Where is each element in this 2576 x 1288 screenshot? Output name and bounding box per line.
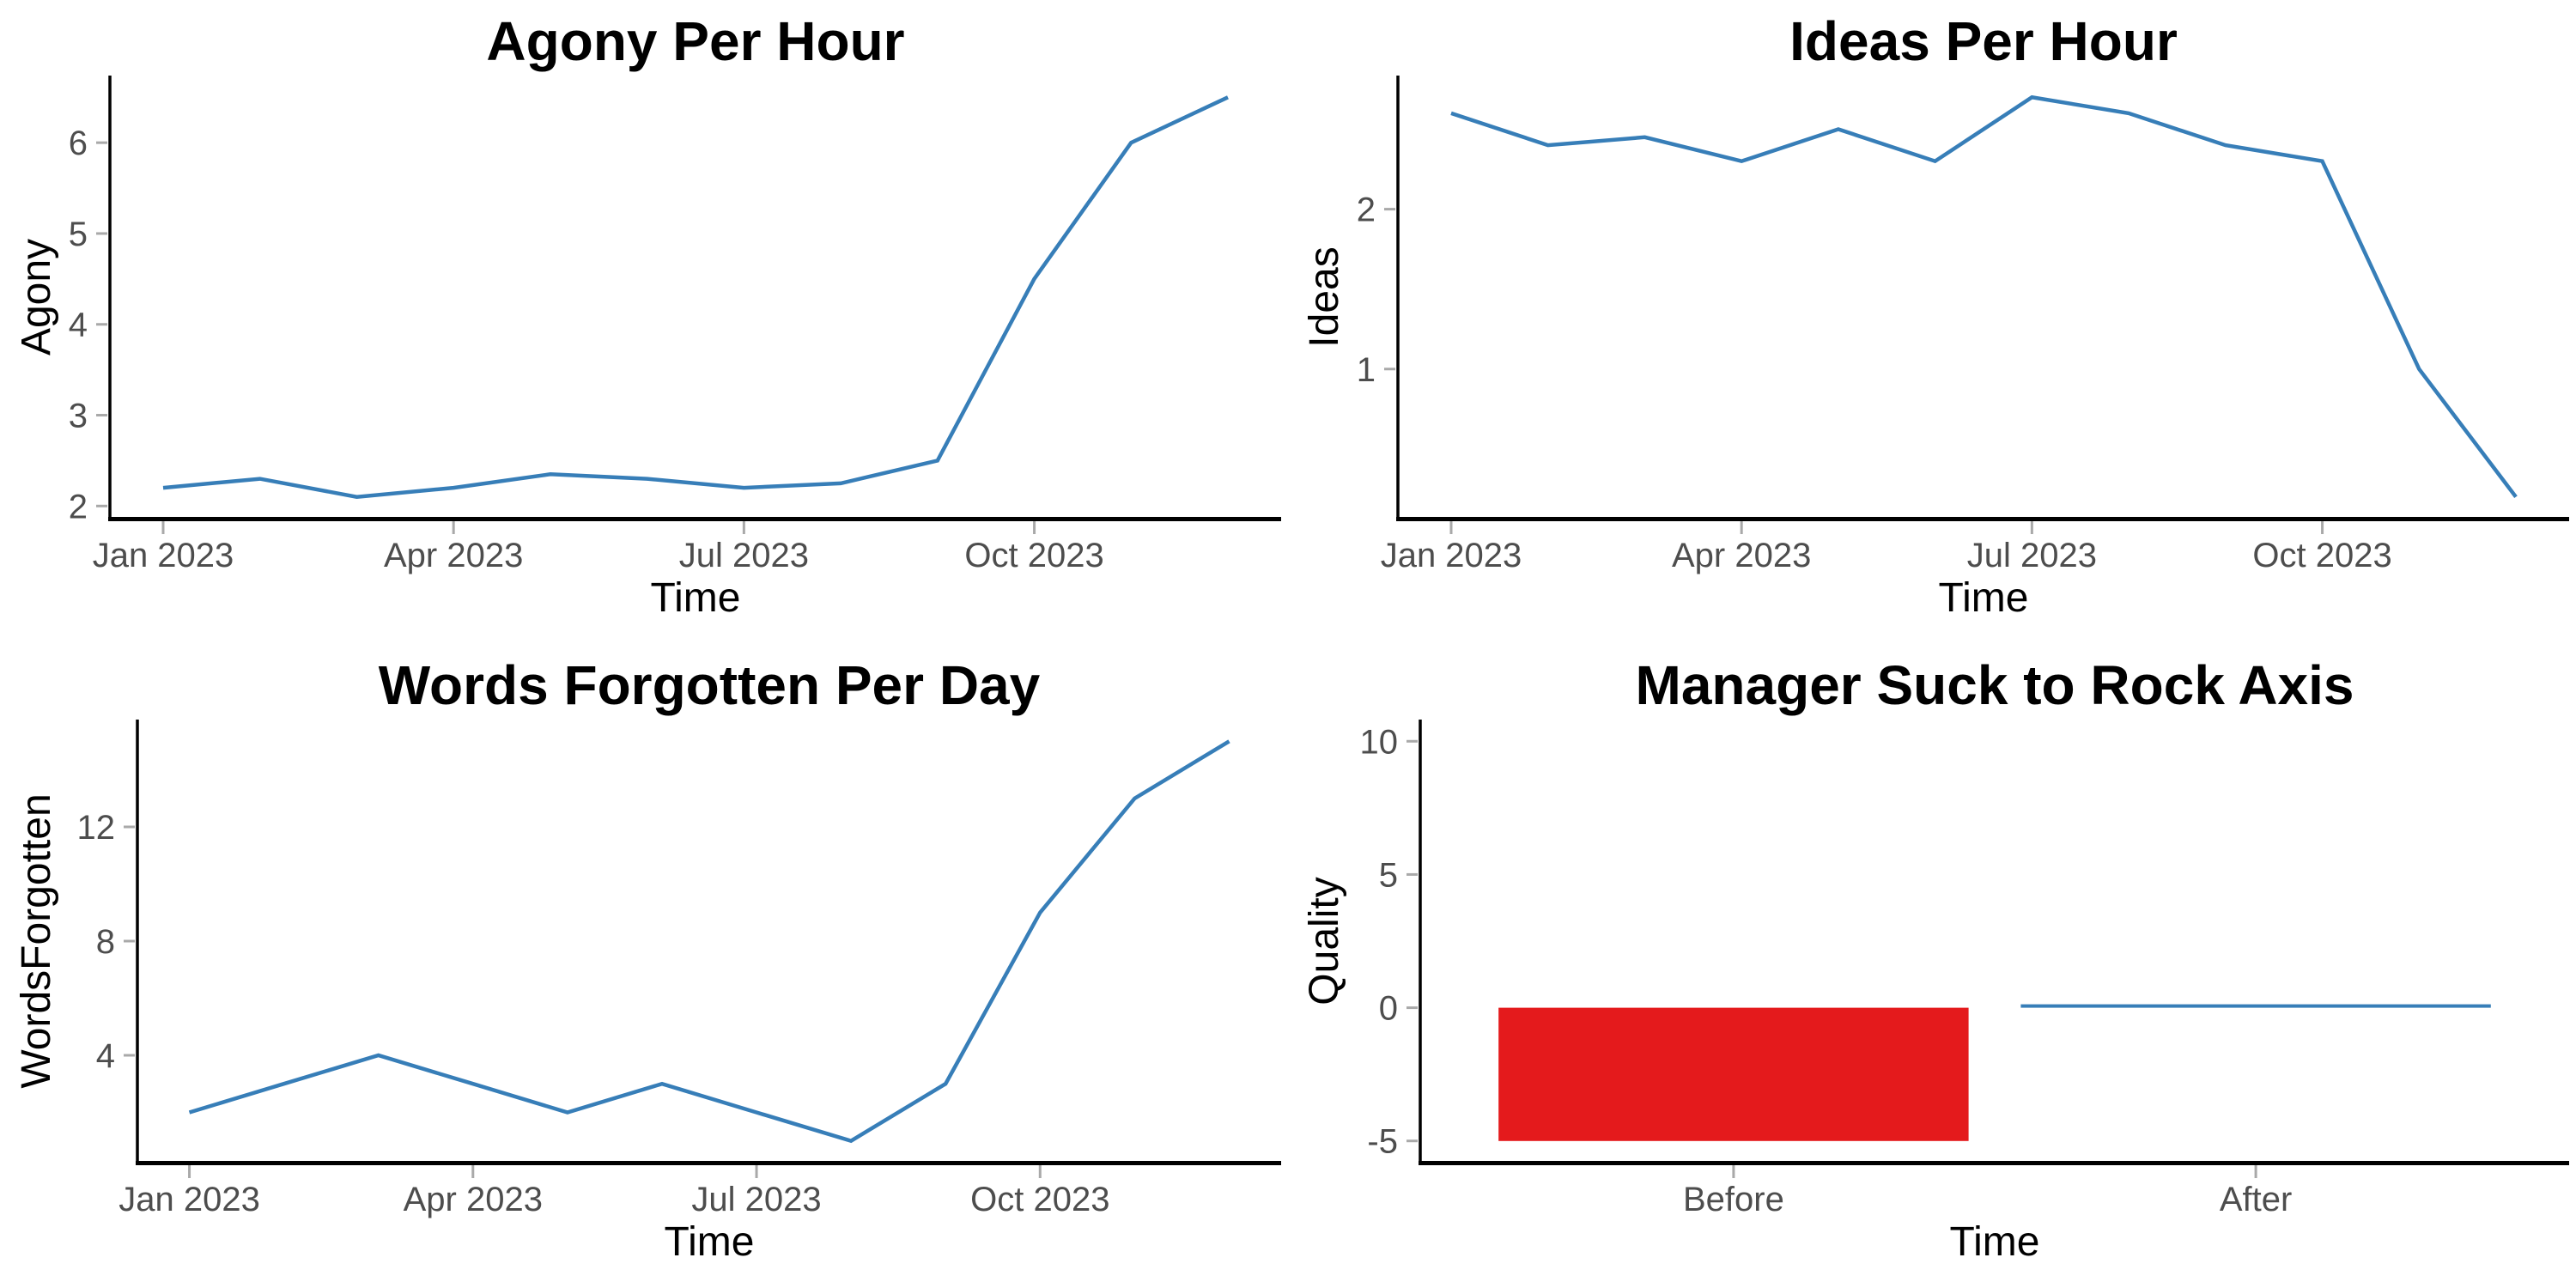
chart-canvas-quality: Manager Suck to Rock Axis -5 0 5 10 Before Af…: [1302, 654, 2569, 1265]
x-axis-label: Time: [665, 1219, 755, 1265]
y-tick-label: 6: [69, 125, 88, 162]
panel-manager-suck-to-rock-axis: Manager Suck to Rock Axis -5 0 5 10 Before Af…: [1288, 644, 2576, 1288]
x-tick-label: Jul 2023: [691, 1181, 821, 1218]
y-axis-label: Ideas: [1302, 246, 1347, 347]
chart-canvas-words-forgotten: Words Forgotten Per Day 4 8 12 Jan 2023 Apr …: [14, 654, 1281, 1265]
y-tick-label: 4: [96, 1037, 115, 1075]
chart-title: Words Forgotten Per Day: [379, 654, 1041, 716]
panel-ideas-per-hour: Ideas Per Hour 1 2 Jan 2023 Apr 2023 Jul 202…: [1288, 0, 2576, 644]
y-axis-label: WordsForgotten: [14, 793, 59, 1088]
y-tick-label: -5: [1367, 1123, 1398, 1161]
y-tick-label: 5: [69, 216, 88, 253]
y-tick-label: 10: [1360, 723, 1399, 761]
x-tick-label: Jan 2023: [118, 1181, 260, 1218]
chart-title: Manager Suck to Rock Axis: [1636, 654, 2354, 716]
y-tick-label: 5: [1379, 856, 1398, 894]
chart-canvas-agony: Agony Per Hour 2 3 4 5 6 Jan 2023 Apr 2023 Jul …: [14, 10, 1281, 621]
y-tick-label: 3: [69, 398, 88, 435]
x-axis-label: Time: [1950, 1219, 2040, 1265]
y-axis-label: Quality: [1302, 877, 1347, 1005]
y-tick-label: 2: [69, 488, 88, 526]
chart-canvas-ideas: Ideas Per Hour 1 2 Jan 2023 Apr 2023 Jul 202…: [1302, 10, 2569, 621]
axes-layer: 4 8 12 Jan 2023 Apr 2023 Jul 2023 Oct 2023: [77, 720, 1281, 1218]
x-tick-label: Jan 2023: [93, 537, 234, 574]
y-tick-label: 8: [96, 923, 115, 961]
series-layer: [1498, 1004, 2491, 1141]
panel-words-forgotten-per-day: Words Forgotten Per Day 4 8 12 Jan 2023 Apr …: [0, 644, 1288, 1288]
x-tick-label: After: [2220, 1181, 2292, 1218]
x-axis-label: Time: [651, 575, 741, 621]
bar-after: [2020, 1004, 2491, 1008]
y-tick-label: 0: [1379, 990, 1398, 1028]
y-tick-label: 4: [69, 307, 88, 344]
x-tick-label: Apr 2023: [1672, 537, 1811, 574]
chart-title: Agony Per Hour: [486, 10, 904, 72]
chart-title: Ideas Per Hour: [1789, 10, 2178, 72]
x-tick-label: Apr 2023: [384, 537, 523, 574]
y-tick-label: 12: [77, 809, 116, 847]
x-tick-label: Jul 2023: [1967, 537, 2097, 574]
x-tick-label: Oct 2023: [964, 537, 1103, 574]
series-layer: [188, 739, 1230, 1144]
axes-layer: 1 2 Jan 2023 Apr 2023 Jul 2023 Oct 2023: [1357, 76, 2569, 574]
x-tick-label: Oct 2023: [970, 1181, 1109, 1218]
y-tick-label: 2: [1357, 191, 1376, 229]
y-axis-label: Agony: [14, 239, 59, 355]
axes-layer: 2 3 4 5 6 Jan 2023 Apr 2023 Jul 2023 Oct 2023: [69, 76, 1281, 574]
x-tick-label: Apr 2023: [404, 1181, 543, 1218]
series-line: [1450, 94, 2518, 499]
series-line: [162, 95, 1229, 499]
series-line: [188, 739, 1230, 1144]
x-axis-label: Time: [1939, 575, 2029, 621]
x-tick-label: Before: [1683, 1181, 1784, 1218]
x-tick-label: Oct 2023: [2252, 537, 2391, 574]
axes-layer: -5 0 5 10 Before After: [1360, 720, 2569, 1218]
series-layer: [162, 95, 1229, 499]
series-layer: [1450, 94, 2518, 499]
y-tick-label: 1: [1357, 351, 1376, 389]
bar-before: [1498, 1007, 1969, 1141]
x-tick-label: Jan 2023: [1381, 537, 1522, 574]
x-tick-label: Jul 2023: [679, 537, 809, 574]
panel-agony-per-hour: Agony Per Hour 2 3 4 5 6 Jan 2023 Apr 2023 Jul …: [0, 0, 1288, 644]
